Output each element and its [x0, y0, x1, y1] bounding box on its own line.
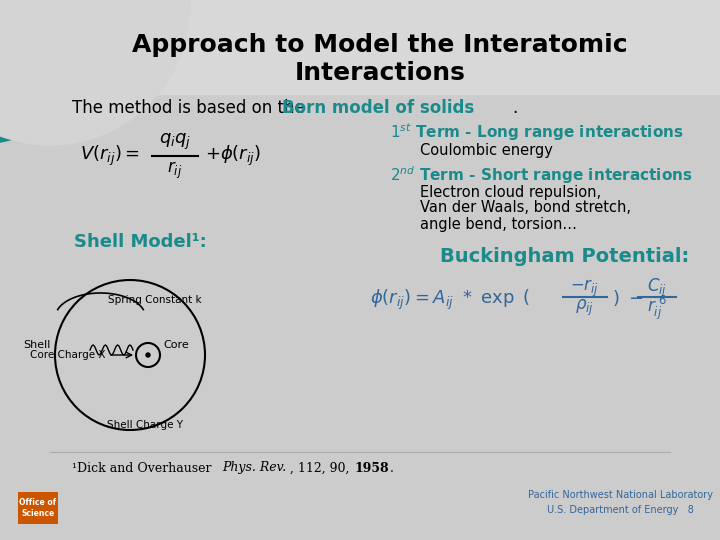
Text: $1^{st}$ Term - Long range interactions: $1^{st}$ Term - Long range interactions [390, 121, 684, 143]
Text: Shell Charge Y: Shell Charge Y [107, 420, 183, 430]
Text: Van der Waals, bond stretch,: Van der Waals, bond stretch, [420, 200, 631, 215]
Text: $\rho_{ij}$: $\rho_{ij}$ [575, 298, 595, 318]
Text: $r_{ij}^{\ 6}$: $r_{ij}^{\ 6}$ [647, 294, 667, 322]
Circle shape [0, 0, 190, 145]
Circle shape [0, 0, 130, 145]
FancyBboxPatch shape [18, 492, 58, 524]
Text: Shell: Shell [24, 340, 51, 350]
Text: $q_i q_j$: $q_i q_j$ [159, 132, 192, 152]
Text: Core Charge X: Core Charge X [30, 350, 106, 360]
Text: angle bend, torsion…: angle bend, torsion… [420, 217, 577, 232]
Text: Interactions: Interactions [294, 61, 465, 85]
Text: Spring Constant k: Spring Constant k [108, 295, 202, 305]
Text: $C_{ij}$: $C_{ij}$ [647, 276, 667, 300]
Text: $+ \phi(r_{ij})$: $+ \phi(r_{ij})$ [205, 144, 261, 168]
Text: $)\ -$: $)\ -$ [612, 288, 644, 308]
Text: Phys. Rev.: Phys. Rev. [222, 462, 287, 475]
Text: Shell Model¹:: Shell Model¹: [73, 233, 207, 251]
Text: Core: Core [163, 340, 189, 350]
Text: $2^{nd}$ Term - Short range interactions: $2^{nd}$ Term - Short range interactions [390, 164, 693, 186]
Text: Approach to Model the Interatomic: Approach to Model the Interatomic [132, 33, 628, 57]
Text: ¹Dick and Overhauser: ¹Dick and Overhauser [72, 462, 215, 475]
Text: Buckingham Potential:: Buckingham Potential: [441, 247, 690, 267]
Text: Office of
Science: Office of Science [19, 498, 57, 518]
Text: $r_{ij}$: $r_{ij}$ [167, 159, 183, 180]
Circle shape [146, 353, 150, 357]
Text: $\phi(r_{ij}) = A_{ij}\ *\ \exp\ ($: $\phi(r_{ij}) = A_{ij}\ *\ \exp\ ($ [370, 288, 530, 312]
Text: $V(r_{ij}) =$: $V(r_{ij}) =$ [80, 144, 140, 168]
Text: Electron cloud repulsion,: Electron cloud repulsion, [420, 185, 601, 199]
Text: Coulombic energy: Coulombic energy [420, 143, 553, 158]
Text: Born model of solids: Born model of solids [282, 99, 474, 117]
FancyBboxPatch shape [0, 0, 720, 95]
Text: The method is based on the: The method is based on the [72, 99, 310, 117]
Text: .: . [512, 99, 517, 117]
Text: $-r_{ij}$: $-r_{ij}$ [570, 278, 600, 299]
Text: .: . [390, 462, 394, 475]
Text: Pacific Northwest National Laboratory: Pacific Northwest National Laboratory [528, 490, 713, 500]
Text: , 112, 90,: , 112, 90, [290, 462, 354, 475]
Text: U.S. Department of Energy   8: U.S. Department of Energy 8 [546, 505, 693, 515]
Text: 1958: 1958 [355, 462, 390, 475]
